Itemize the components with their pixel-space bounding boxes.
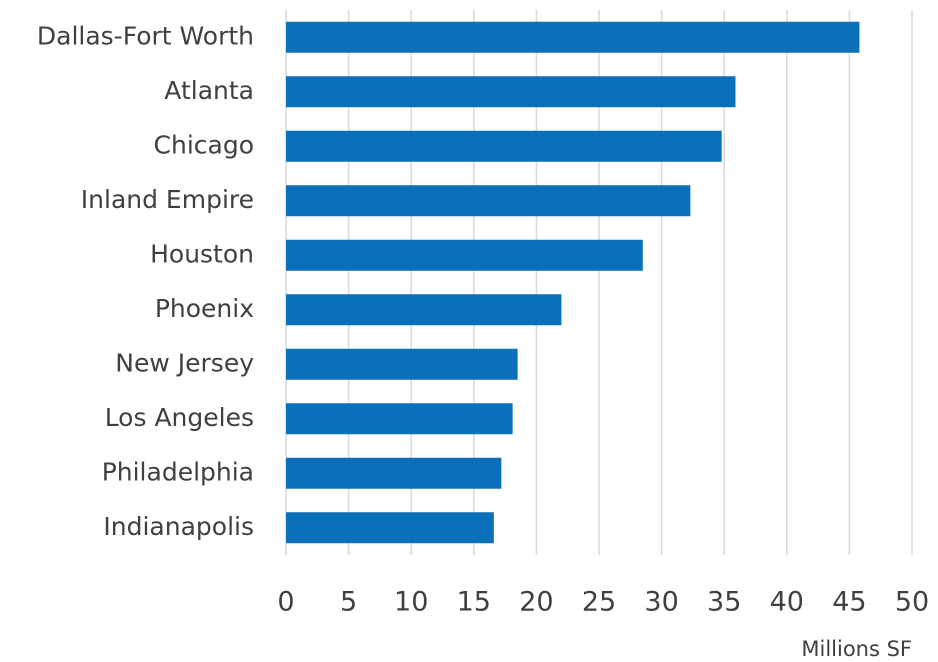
y-tick-label: Phoenix [155,294,254,323]
x-tick-label: 45 [832,587,866,618]
y-tick-label: Indianapolis [103,512,254,541]
x-tick-label: 40 [770,587,804,618]
bar [286,512,494,544]
y-tick-label: Dallas-Fort Worth [37,21,254,50]
bar [286,403,513,435]
x-tick-label: 0 [277,587,294,618]
y-tick-label: Chicago [154,130,254,159]
y-tick-label: Atlanta [164,76,254,105]
x-axis-label: Millions SF [801,637,912,661]
x-tick-label: 35 [707,587,741,618]
bar [286,130,722,162]
bar [286,76,736,108]
bar [286,239,643,271]
x-tick-label: 10 [394,587,428,618]
bar [286,348,518,380]
x-tick-label: 30 [644,587,678,618]
bar [286,185,691,217]
y-tick-label: New Jersey [115,348,254,377]
x-tick-label: 15 [457,587,491,618]
x-tick-label: 5 [340,587,357,618]
bar [286,21,860,53]
x-tick-label: 25 [582,587,616,618]
x-tick-label: 50 [895,587,929,618]
y-tick-label: Los Angeles [105,403,254,432]
bar [286,294,562,326]
y-tick-label: Philadelphia [102,457,254,486]
x-tick-label: 20 [519,587,553,618]
y-tick-label: Inland Empire [81,185,254,214]
y-tick-label: Houston [150,239,254,268]
bar [286,457,502,489]
